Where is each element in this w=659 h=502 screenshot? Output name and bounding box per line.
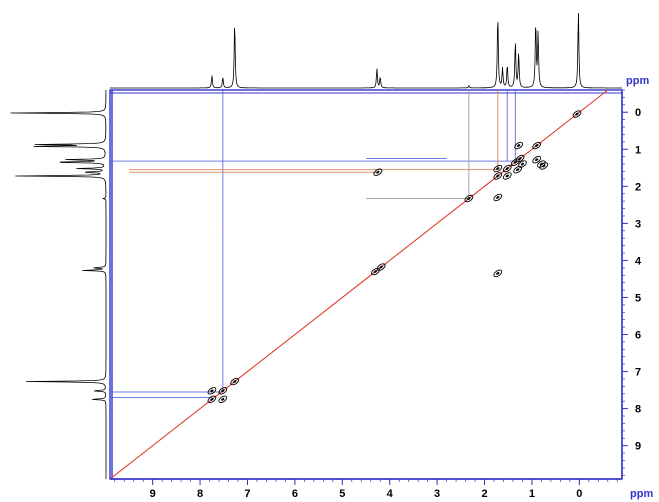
diagonal-peak-core [575,112,579,116]
correlation-lines [110,90,516,398]
diagonal-peak [572,110,582,118]
diagonal-peak [532,141,542,150]
x-tick-label: 4 [387,488,394,500]
y-tick-label: 4 [635,255,642,267]
diagonal-peak-core [210,397,214,401]
diagonal-peak [218,387,228,395]
diagonal-peak-core [233,380,237,383]
cross-peak [207,387,217,395]
y-tick-label: 9 [635,441,641,453]
diagonal-peak-core [505,167,509,170]
diagonal-peak-core [513,160,517,164]
x-tick-label: 7 [244,488,250,500]
cross-peak-core [517,144,521,147]
cross-peak [493,269,503,278]
x-tick-label: 0 [576,488,582,500]
x-tick-label: 3 [434,488,440,500]
cross-peak [493,164,503,173]
top-projection-trace [110,12,622,89]
y-tick-label: 0 [635,107,641,119]
diagonal-peak-core [373,270,378,273]
diagonal-peak-core [518,157,522,160]
diagonal [109,89,609,480]
cross-peak-core [520,162,525,166]
cross-peak-core [221,397,225,401]
diagonal-peak [464,194,474,203]
cross-peak-core [542,164,546,168]
plot-border [109,89,623,480]
diagonal-peak [493,172,503,180]
diagonal-peak [207,395,217,404]
y-axis: ppm 0 1 2 3 4 5 6 7 8 9 [621,75,649,479]
y-axis-unit-label: ppm [626,75,649,87]
diagonal-peak-core [496,174,500,178]
y-tick-label: 6 [635,330,641,342]
cross-peak-core [496,272,500,275]
diagonal-peak [230,377,240,386]
cross-peak-core [496,167,500,170]
x-tick-label: 5 [339,488,345,500]
top-projection [110,12,622,89]
cross-peak-core [516,168,520,172]
plot-frame [109,89,623,480]
y-tick-label: 3 [635,218,641,230]
cross-peak-core [505,174,509,178]
y-tick-label: 5 [635,292,641,304]
y-tick-label: 1 [635,144,641,156]
x-axis-unit-label: ppm [630,488,653,500]
y-tick-label: 7 [635,367,641,379]
diagonal-peak-core [221,389,225,393]
cross-peak-core [496,196,500,199]
x-tick-label: 6 [292,488,298,500]
cross-peak [518,160,527,168]
diagonal-peak [502,164,512,173]
x-tick-label: 8 [197,488,203,500]
cross-peak-core [210,389,214,393]
cross-peak [373,168,383,176]
cross-peak [493,193,503,202]
cross-peak [532,155,542,164]
y-tick-label: 8 [635,404,641,416]
x-tick-label: 1 [529,488,535,500]
diagonal-line [109,89,609,480]
diagonal-peak-core [467,197,471,200]
diagonal-peak-core [535,144,539,147]
left-projection-trace [10,90,107,479]
left-projection [10,90,107,479]
x-tick-label: 2 [481,488,487,500]
diagonal-peak [376,263,386,271]
diagonal-peak-core [379,265,383,269]
x-axis: ppm 9 8 7 6 5 4 3 2 1 0 [110,478,653,500]
cross-peak [514,141,524,150]
cross-peak [218,395,228,404]
contour-peaks [207,110,582,404]
cross-peak [502,172,512,180]
cross-peak [539,162,549,170]
cross-peak-core [376,170,380,174]
y-tick-label: 2 [635,181,641,193]
x-tick-label: 9 [150,488,156,500]
cross-peak-core [535,158,539,162]
diagonal-peak [515,154,525,163]
diagonal-peak [371,267,380,276]
